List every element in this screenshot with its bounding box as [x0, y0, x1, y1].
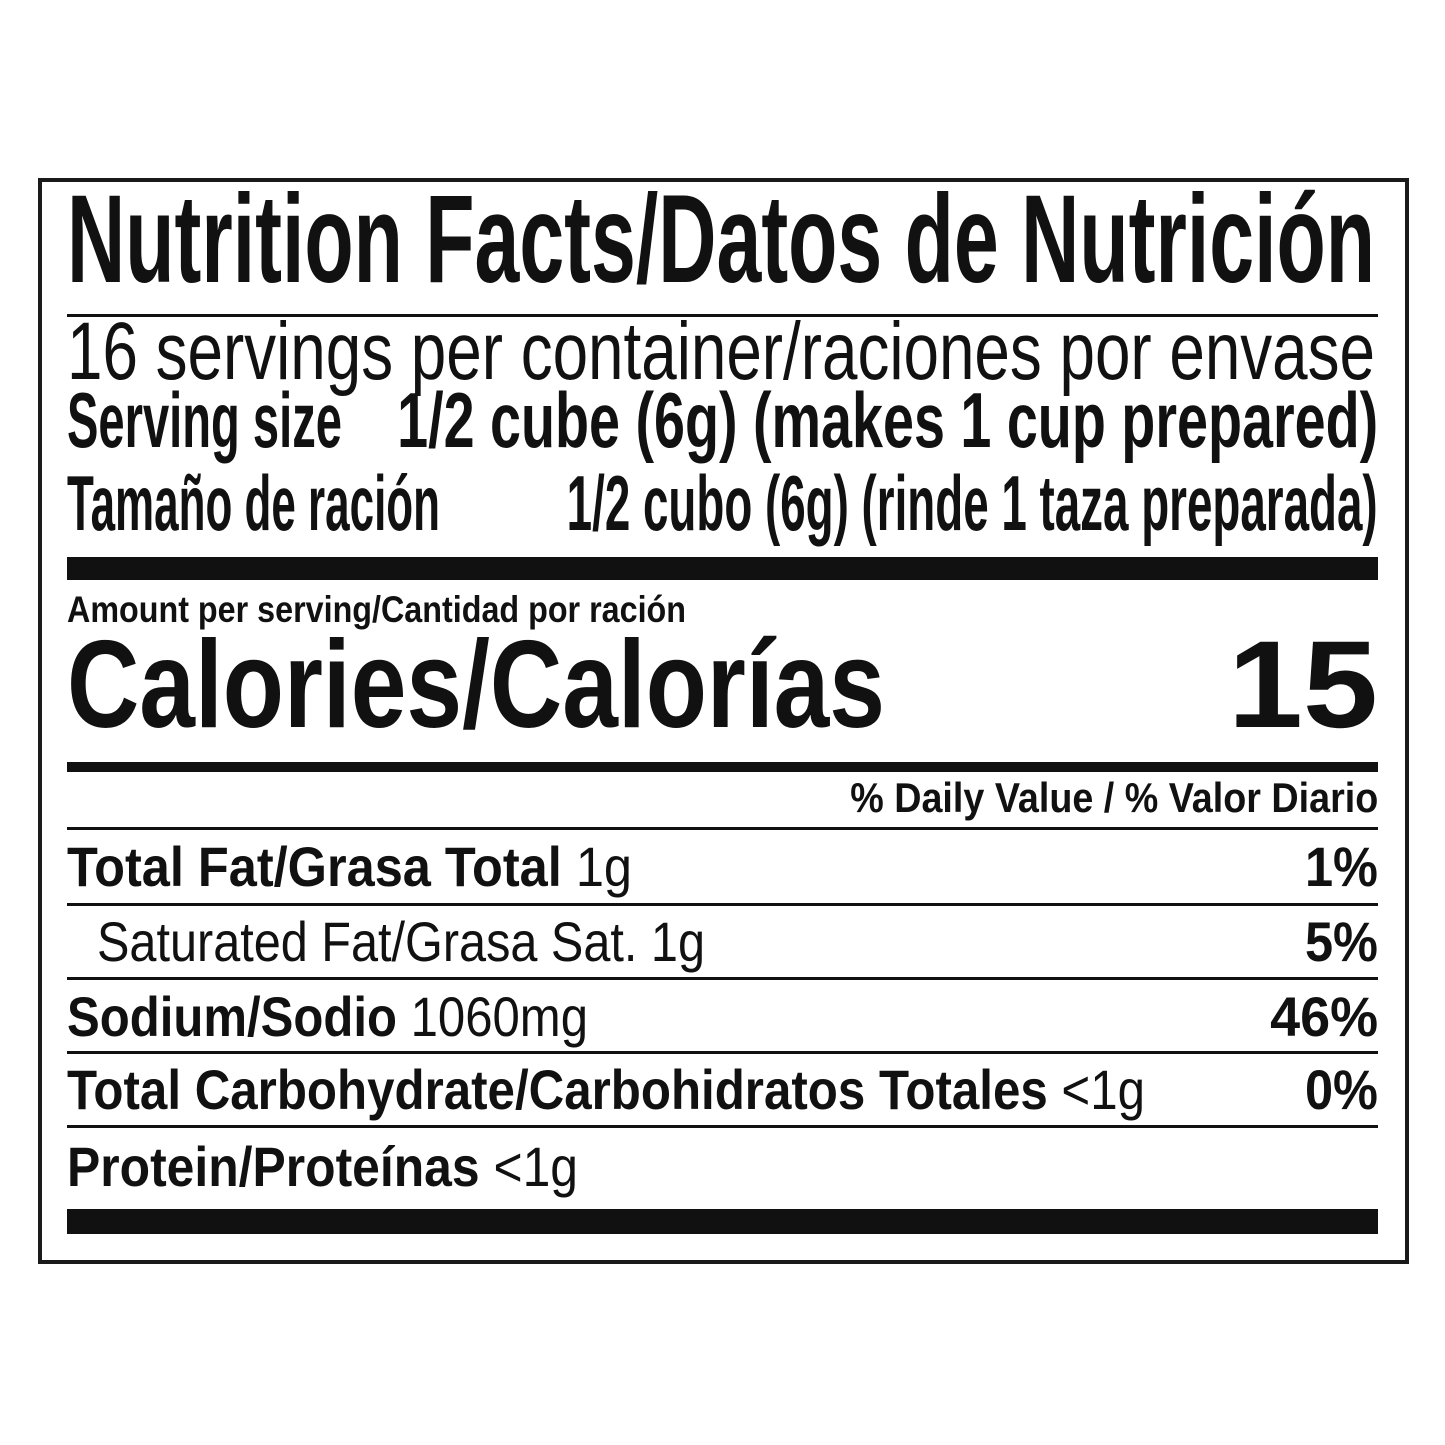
divider	[67, 1051, 1378, 1054]
dv-sodium: 46%	[1270, 985, 1378, 1048]
calories-value: 15	[1228, 616, 1378, 754]
thick-divider	[67, 557, 1378, 580]
divider	[67, 1125, 1378, 1128]
calories-label: Calories/Calorías	[67, 616, 885, 754]
nutrient-row-total-fat: Total Fat/Grasa Total 1g	[67, 835, 632, 898]
serving-size-value-es: 1/2 cubo (6g) (rinde 1 taza preparada)	[567, 459, 1378, 547]
divider	[67, 827, 1378, 830]
nutrient-row-sodium: Sodium/Sodio 1060mg	[67, 985, 588, 1048]
nutrient-row-protein: Protein/Proteínas <1g	[67, 1135, 578, 1198]
serving-size-label: Serving size	[67, 376, 342, 464]
divider	[67, 314, 1378, 317]
divider	[67, 903, 1378, 906]
thick-divider-bottom	[67, 1209, 1378, 1234]
label-title: Nutrition Facts/Datos de Nutrición	[67, 170, 1375, 309]
daily-value-header: % Daily Value / % Valor Diario	[850, 774, 1378, 821]
nutrient-row-saturated-fat: Saturated Fat/Grasa Sat. 1g	[97, 910, 705, 973]
nutrient-row-total-carbohydrate: Total Carbohydrate/Carbohidratos Totales…	[67, 1058, 1145, 1121]
medium-divider	[67, 762, 1378, 772]
nutrition-label-border	[38, 178, 1409, 1264]
dv-saturated-fat: 5%	[1305, 910, 1378, 973]
servings-per-container: 16 servings per container/raciones por e…	[67, 306, 1375, 397]
dv-total-carbohydrate: 0%	[1305, 1058, 1378, 1121]
amount-per-serving: Amount per serving/Cantidad por ración	[67, 589, 686, 630]
serving-size-value: 1/2 cube (6g) (makes 1 cup prepared)	[397, 376, 1378, 464]
serving-size-label-es: Tamaño de ración	[67, 459, 440, 547]
dv-total-fat: 1%	[1305, 835, 1378, 898]
divider	[67, 977, 1378, 980]
